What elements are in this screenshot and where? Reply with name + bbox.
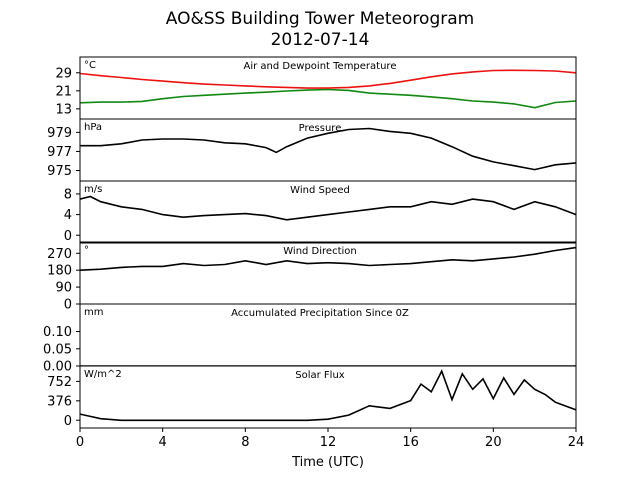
panel-3-ytick-label: 0 (64, 229, 72, 244)
panel-3-ytick-label: 4 (64, 208, 72, 223)
panel-4-ytick-label: 90 (55, 281, 72, 296)
panel-5-ytick-label: 0.05 (43, 342, 72, 357)
panel-3-title: Wind Speed (290, 185, 350, 196)
panel-5-unit-label: mm (84, 307, 103, 318)
panel-3-series-1-line (80, 195, 576, 221)
panel-4-ytick-label: 0 (64, 298, 72, 313)
panel-3-ytick-label: 8 (64, 187, 72, 202)
panel-4: ° Wind Direction 0 90 180 270 (47, 241, 577, 313)
xtick-label: 12 (320, 435, 337, 450)
panel-1: °C Air and Dewpoint Temperature 13 21 29 (55, 56, 577, 120)
xtick-label: 24 (568, 435, 585, 450)
panel-2-ytick-label: 975 (47, 164, 72, 179)
panel-6-ytick-label: 376 (47, 394, 72, 409)
panel-3-frame (79, 180, 577, 244)
panel-6-series-1-line (80, 369, 576, 422)
panel-1-ytick-label: 21 (55, 84, 72, 99)
panel-1-unit-label: °C (84, 60, 96, 71)
panel-6-unit-label: W/m^2 (84, 369, 122, 380)
panel-6-title: Solar Flux (295, 370, 345, 381)
panel-1-series-1-line (80, 69, 576, 89)
panel-6-ytick-label: 752 (47, 375, 72, 390)
x-axis-label: Time (UTC) (291, 455, 364, 470)
panel-5-ytick-label: 0.00 (43, 360, 72, 375)
xtick-label: 20 (485, 435, 502, 450)
xtick-label: 4 (159, 435, 167, 450)
panel-4-ytick-label: 270 (47, 247, 72, 262)
panel-3-unit-label: m/s (84, 184, 102, 195)
panel-2-ytick-label: 979 (47, 126, 72, 141)
panel-6: W/m^2 Solar Flux 0 376 752 (47, 365, 577, 429)
panel-1-series-2-line (80, 88, 576, 109)
panel-4-title: Wind Direction (283, 246, 357, 257)
panel-2-ytick-label: 977 (47, 145, 72, 160)
xtick-label: 16 (402, 435, 419, 450)
panels: °C Air and Dewpoint Temperature 13 21 29 hPa P… (43, 56, 577, 429)
panel-4-unit-label: ° (84, 245, 89, 256)
panel-3: m/s Wind Speed 0 4 8 (64, 180, 577, 244)
panel-1-ytick-label: 13 (55, 102, 72, 117)
panel-2: hPa Pressure 975 977 979 (47, 118, 577, 182)
panel-4-ytick-label: 180 (47, 264, 72, 279)
panel-5-title: Accumulated Precipitation Since 0Z (231, 308, 409, 319)
chart-subtitle: 2012-07-14 (271, 30, 370, 50)
panel-2-title: Pressure (299, 123, 342, 134)
panel-1-title: Air and Dewpoint Temperature (244, 61, 397, 72)
chart-title: AO&SS Building Tower Meteorogram (166, 9, 474, 29)
panel-2-series-1-line (80, 127, 576, 171)
xtick-label: 8 (241, 435, 249, 450)
panel-6-ytick-label: 0 (64, 414, 72, 429)
panel-5-ytick-label: 0.10 (43, 325, 72, 340)
xtick-label: 0 (76, 435, 84, 450)
panel-4-series-1-line (80, 246, 576, 271)
panel-1-ytick-label: 29 (55, 66, 72, 81)
panel-5: mm Accumulated Precipitation Since 0Z 0.00… (43, 303, 577, 375)
panel-2-unit-label: hPa (84, 122, 102, 133)
x-axis: 0 4 8 12 16 20 24 Time (UTC) (76, 428, 584, 470)
